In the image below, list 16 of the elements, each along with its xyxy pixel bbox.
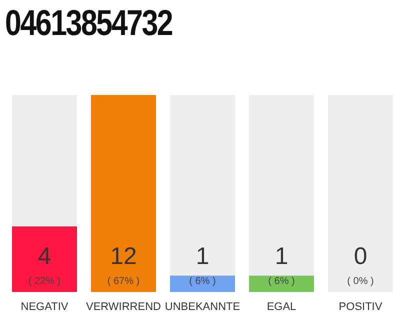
x-tick-label: POSITIV [338,301,383,313]
x-tick-label: NEGATIV [20,301,69,313]
data-label: 4 [38,243,52,270]
x-tick-label: UNBEKANNTE [164,301,240,313]
data-label: 1 [196,243,210,270]
data-label: 1 [274,243,288,270]
annotation: ( 6% ) [268,276,295,287]
annotation: ( 22% ) [28,276,61,287]
x-tick-label: EGAL [266,301,296,313]
chart-title: 04613854732 [5,2,172,44]
data-label: 12 [110,243,137,270]
annotation: ( 67% ) [107,276,140,287]
annotation: ( 0% ) [347,276,374,287]
data-label: 0 [354,243,368,270]
x-tick-label: VERWIRREND [86,301,162,313]
annotation: ( 6% ) [189,276,216,287]
